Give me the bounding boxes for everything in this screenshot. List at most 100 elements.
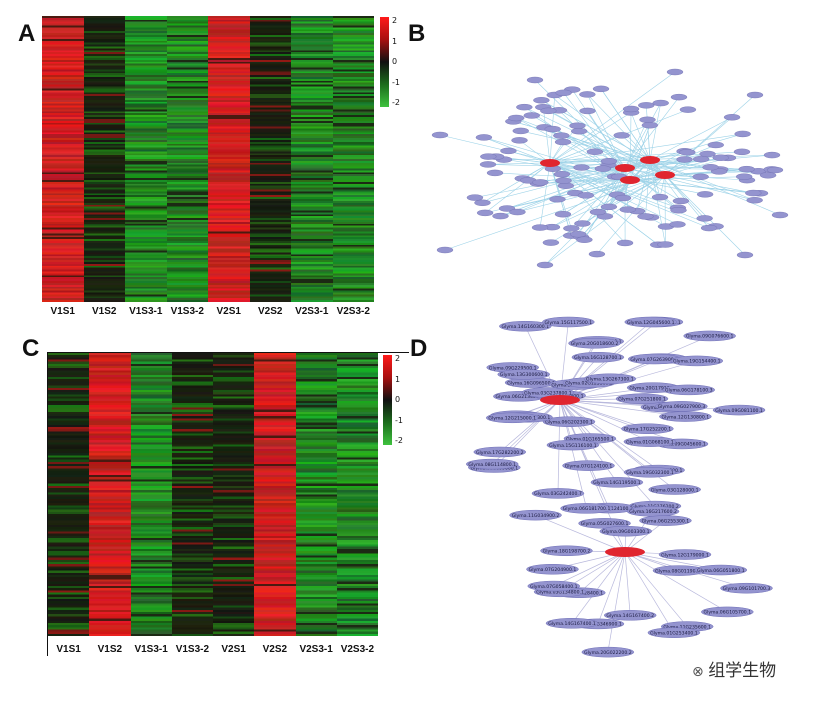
- network-node: [723, 114, 741, 121]
- network-edge: [664, 174, 705, 219]
- network-node: [574, 220, 591, 227]
- network-node: [637, 213, 654, 220]
- column-label: V1S2: [97, 644, 123, 655]
- network-edge: [537, 179, 631, 184]
- network-edge: [559, 399, 683, 445]
- network-node: [553, 132, 570, 139]
- network-node-shape: [623, 467, 677, 478]
- network-node-shape: [659, 411, 712, 422]
- network-node-shape: [655, 401, 708, 412]
- network-node-label: Glyma.20G018600.2: [571, 341, 619, 347]
- network-edge: [549, 71, 676, 164]
- network-node-label: Glyma.12G045600.1: [627, 320, 675, 326]
- network-node: [696, 191, 714, 198]
- network-edge: [539, 162, 551, 228]
- network-node: Glyma.07G263900.1: [627, 353, 681, 365]
- heatmap-column-v1s3-1: [125, 16, 167, 302]
- network-node: [475, 134, 493, 141]
- column-label: V2S2: [262, 644, 288, 655]
- network-node: Glyma.07G058400.1: [527, 580, 581, 592]
- network-node: [555, 177, 572, 184]
- network-node: [707, 141, 724, 149]
- colorbar-tick: 1: [395, 374, 401, 384]
- network-node-label: Glyma.17G282200.2: [476, 450, 524, 456]
- network-node-label: Glyma.06G051800.1: [697, 568, 745, 574]
- network-node-label: Glyma.15G117500.1: [545, 320, 593, 326]
- network-node: [466, 194, 484, 201]
- network-node: [476, 209, 494, 217]
- network-node-shape: [648, 484, 701, 495]
- column-label: V2S3-1: [295, 306, 329, 317]
- network-node: Glyma.19G154400.1: [670, 355, 724, 367]
- network-node-shape: [647, 627, 701, 638]
- network-node: [554, 138, 572, 146]
- network-node: [570, 231, 587, 238]
- network-node: Glyma.09G027900.3: [655, 401, 708, 412]
- network-node: [670, 93, 688, 101]
- panel-label-b: B: [408, 20, 426, 47]
- network-node-shape: [562, 460, 615, 471]
- network-node: [651, 193, 669, 201]
- network-node: Glyma.06G051800.1: [694, 564, 748, 576]
- network-node: [763, 151, 781, 159]
- network-node: [511, 137, 528, 144]
- colorbar-c: [383, 355, 392, 445]
- panel-label-c: C: [22, 335, 40, 362]
- network-edge: [607, 551, 626, 653]
- network-node: [526, 76, 544, 84]
- network-node-label: Glyma.14G160300.1: [501, 324, 549, 330]
- network-node-label: Glyma.13G346900.1: [574, 622, 622, 628]
- heatmap-c-left-axis: [47, 352, 48, 656]
- network-node: [734, 130, 751, 138]
- network-node-shape: [694, 564, 748, 576]
- network-edge: [579, 551, 626, 593]
- network-node-label: Glyma.03G242400.7: [534, 491, 582, 497]
- network-node: Glyma.17G252200.1: [621, 423, 674, 434]
- network-b-edges: [439, 71, 781, 266]
- network-node-label: Glyma.19G154400.1: [673, 359, 721, 365]
- network-edge: [624, 520, 666, 553]
- network-node: Glyma.06G255300.1: [639, 515, 692, 526]
- network-hub-node: [615, 164, 635, 172]
- network-node: [733, 148, 751, 156]
- network-node: Glyma.12G179000.1: [658, 549, 712, 560]
- watermark-logo-icon: ⊗: [692, 664, 709, 680]
- network-node-label: Glyma.01G253400.1: [650, 631, 698, 637]
- network-node: [693, 155, 710, 163]
- network-node: [672, 197, 690, 205]
- network-node: [641, 122, 659, 129]
- network-node: [746, 91, 764, 99]
- network-node: [670, 207, 687, 214]
- panel-label-d: D: [410, 335, 428, 362]
- network-node: [549, 196, 566, 203]
- network-node: [492, 212, 509, 220]
- network-node: [555, 89, 572, 97]
- network-edge: [483, 137, 631, 181]
- network-edge: [624, 167, 679, 211]
- heatmap-column-v2s2: [249, 16, 291, 302]
- network-node: Glyma.09G101700.3: [720, 582, 773, 594]
- network-node: [544, 125, 561, 133]
- network-node: [516, 103, 533, 111]
- network-node: Glyma.18G198700.2: [540, 545, 593, 557]
- network-node: [536, 261, 554, 269]
- network-edge: [649, 159, 666, 245]
- network-node-shape: [485, 412, 539, 424]
- colorbar-tick: -1: [392, 77, 400, 87]
- colorbar-tick: 2: [395, 354, 401, 363]
- network-node: [573, 164, 590, 171]
- network-edge: [549, 112, 632, 164]
- network-node-label: Glyma.12G179000.1: [661, 552, 709, 558]
- network-node: [579, 91, 596, 98]
- network-node: Glyma.13G267300.1: [583, 373, 637, 385]
- network-node: [692, 173, 709, 181]
- network-node-label: Glyma.01G068100.1: [626, 439, 674, 445]
- network-hub-node: [655, 171, 675, 179]
- network-hub-node: [540, 159, 560, 167]
- network-node: Glyma.06G105700.1: [701, 606, 754, 618]
- network-edge: [629, 158, 702, 181]
- network-node: [570, 128, 588, 135]
- network-node: [533, 97, 550, 104]
- network-node-label: Glyma.14G167400.2: [606, 613, 654, 619]
- network-node: Glyma.11G034900.2: [509, 509, 562, 521]
